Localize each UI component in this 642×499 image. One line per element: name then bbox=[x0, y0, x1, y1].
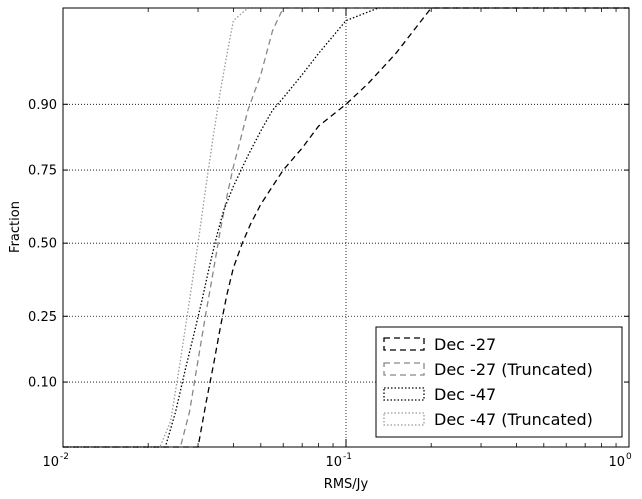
x-axis-label: RMS/Jy bbox=[324, 477, 369, 492]
series-line-3 bbox=[63, 7, 629, 448]
y-tick-label: 0.90 bbox=[28, 98, 57, 113]
y-tick-label: 0.25 bbox=[28, 310, 57, 325]
y-tick-label: 0.75 bbox=[28, 164, 57, 179]
legend-label: Dec -47 (Truncated) bbox=[434, 410, 593, 429]
legend-box bbox=[375, 326, 623, 438]
legend-swatch bbox=[383, 337, 425, 351]
x-tick-label-base: 10 bbox=[325, 455, 342, 470]
y-tick-label: 0.10 bbox=[28, 376, 57, 391]
x-tick-label: 10 -1 bbox=[325, 452, 352, 470]
y-axis-label: Fraction bbox=[8, 201, 23, 253]
y-tick-label: 0.50 bbox=[28, 237, 57, 252]
legend-entry: Dec -27 (Truncated) bbox=[383, 360, 593, 379]
legend-entry: Dec -47 (Truncated) bbox=[383, 410, 593, 429]
x-tick-label: 10 0 bbox=[608, 452, 632, 470]
legend-label: Dec -47 bbox=[434, 385, 496, 404]
x-tick-label-base: 10 bbox=[42, 455, 59, 470]
legend-entry: Dec -27 bbox=[383, 335, 496, 354]
x-tick-label-exp: -1 bbox=[343, 452, 352, 462]
x-tick-label: 10 -2 bbox=[42, 452, 69, 470]
legend-label: Dec -27 (Truncated) bbox=[434, 360, 593, 379]
x-tick-label-base: 10 bbox=[608, 455, 625, 470]
legend-swatch bbox=[383, 387, 425, 401]
legend-swatch bbox=[383, 362, 425, 376]
legend: Dec -27 Dec -27 (Truncated) Dec -47 Dec -47… bbox=[375, 326, 623, 438]
x-tick-label-exp: 0 bbox=[626, 452, 632, 462]
legend-label: Dec -27 bbox=[434, 335, 496, 354]
legend-swatch bbox=[383, 412, 425, 426]
legend-entry: Dec -47 bbox=[383, 385, 496, 404]
x-tick-label-exp: -2 bbox=[60, 452, 69, 462]
